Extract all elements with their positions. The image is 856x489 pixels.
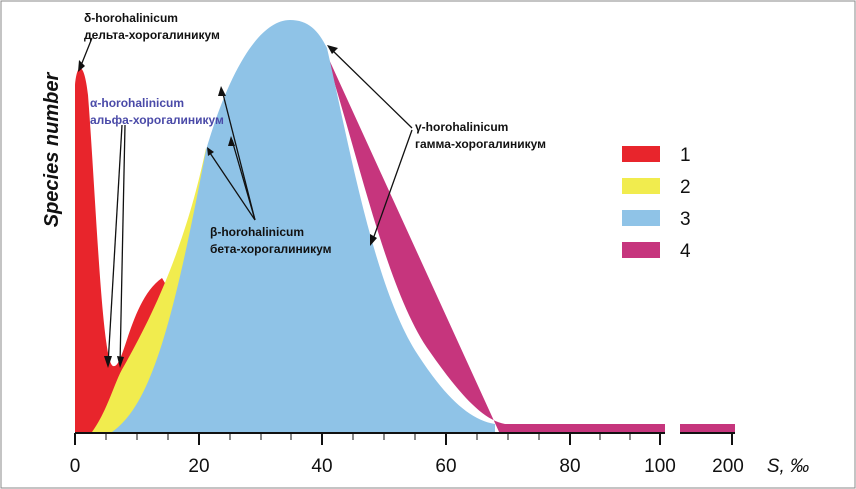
x-tick-label: 40 (311, 456, 332, 477)
legend-swatch (622, 146, 660, 162)
legend-swatch (622, 210, 660, 226)
x-tick-label: 200 (712, 456, 744, 477)
legend-label: 3 (680, 209, 691, 230)
annotation: гамма-хорогалиникум (415, 137, 546, 151)
annotation: β-horohalinicum (210, 225, 304, 239)
x-tick-label: 0 (70, 456, 81, 477)
figure: 0 20 40 60 80 100 200 S, ‰ Species numbe… (0, 0, 856, 489)
annotation: γ-horohalinicum (415, 120, 508, 134)
y-axis-label: Species number (41, 72, 63, 228)
annotation: α-horohalinicum (90, 96, 184, 110)
legend-label: 2 (680, 177, 691, 198)
annotation: альфа-хорогалиникум (90, 113, 224, 127)
legend-swatch (622, 242, 660, 258)
legend-label: 4 (680, 241, 691, 262)
legend-label: 1 (680, 145, 691, 166)
annotation: δ-horohalinicum (84, 11, 178, 25)
x-tick-label: 100 (644, 456, 676, 477)
x-axis-label: S, ‰ (767, 456, 809, 477)
annotation: дельта-хорогалиникум (84, 28, 220, 42)
annotation: бета-хорогалиникум (210, 242, 332, 256)
legend-swatch (622, 178, 660, 194)
x-tick-label: 80 (559, 456, 580, 477)
x-tick-label: 60 (435, 456, 456, 477)
x-tick-label: 20 (188, 456, 209, 477)
